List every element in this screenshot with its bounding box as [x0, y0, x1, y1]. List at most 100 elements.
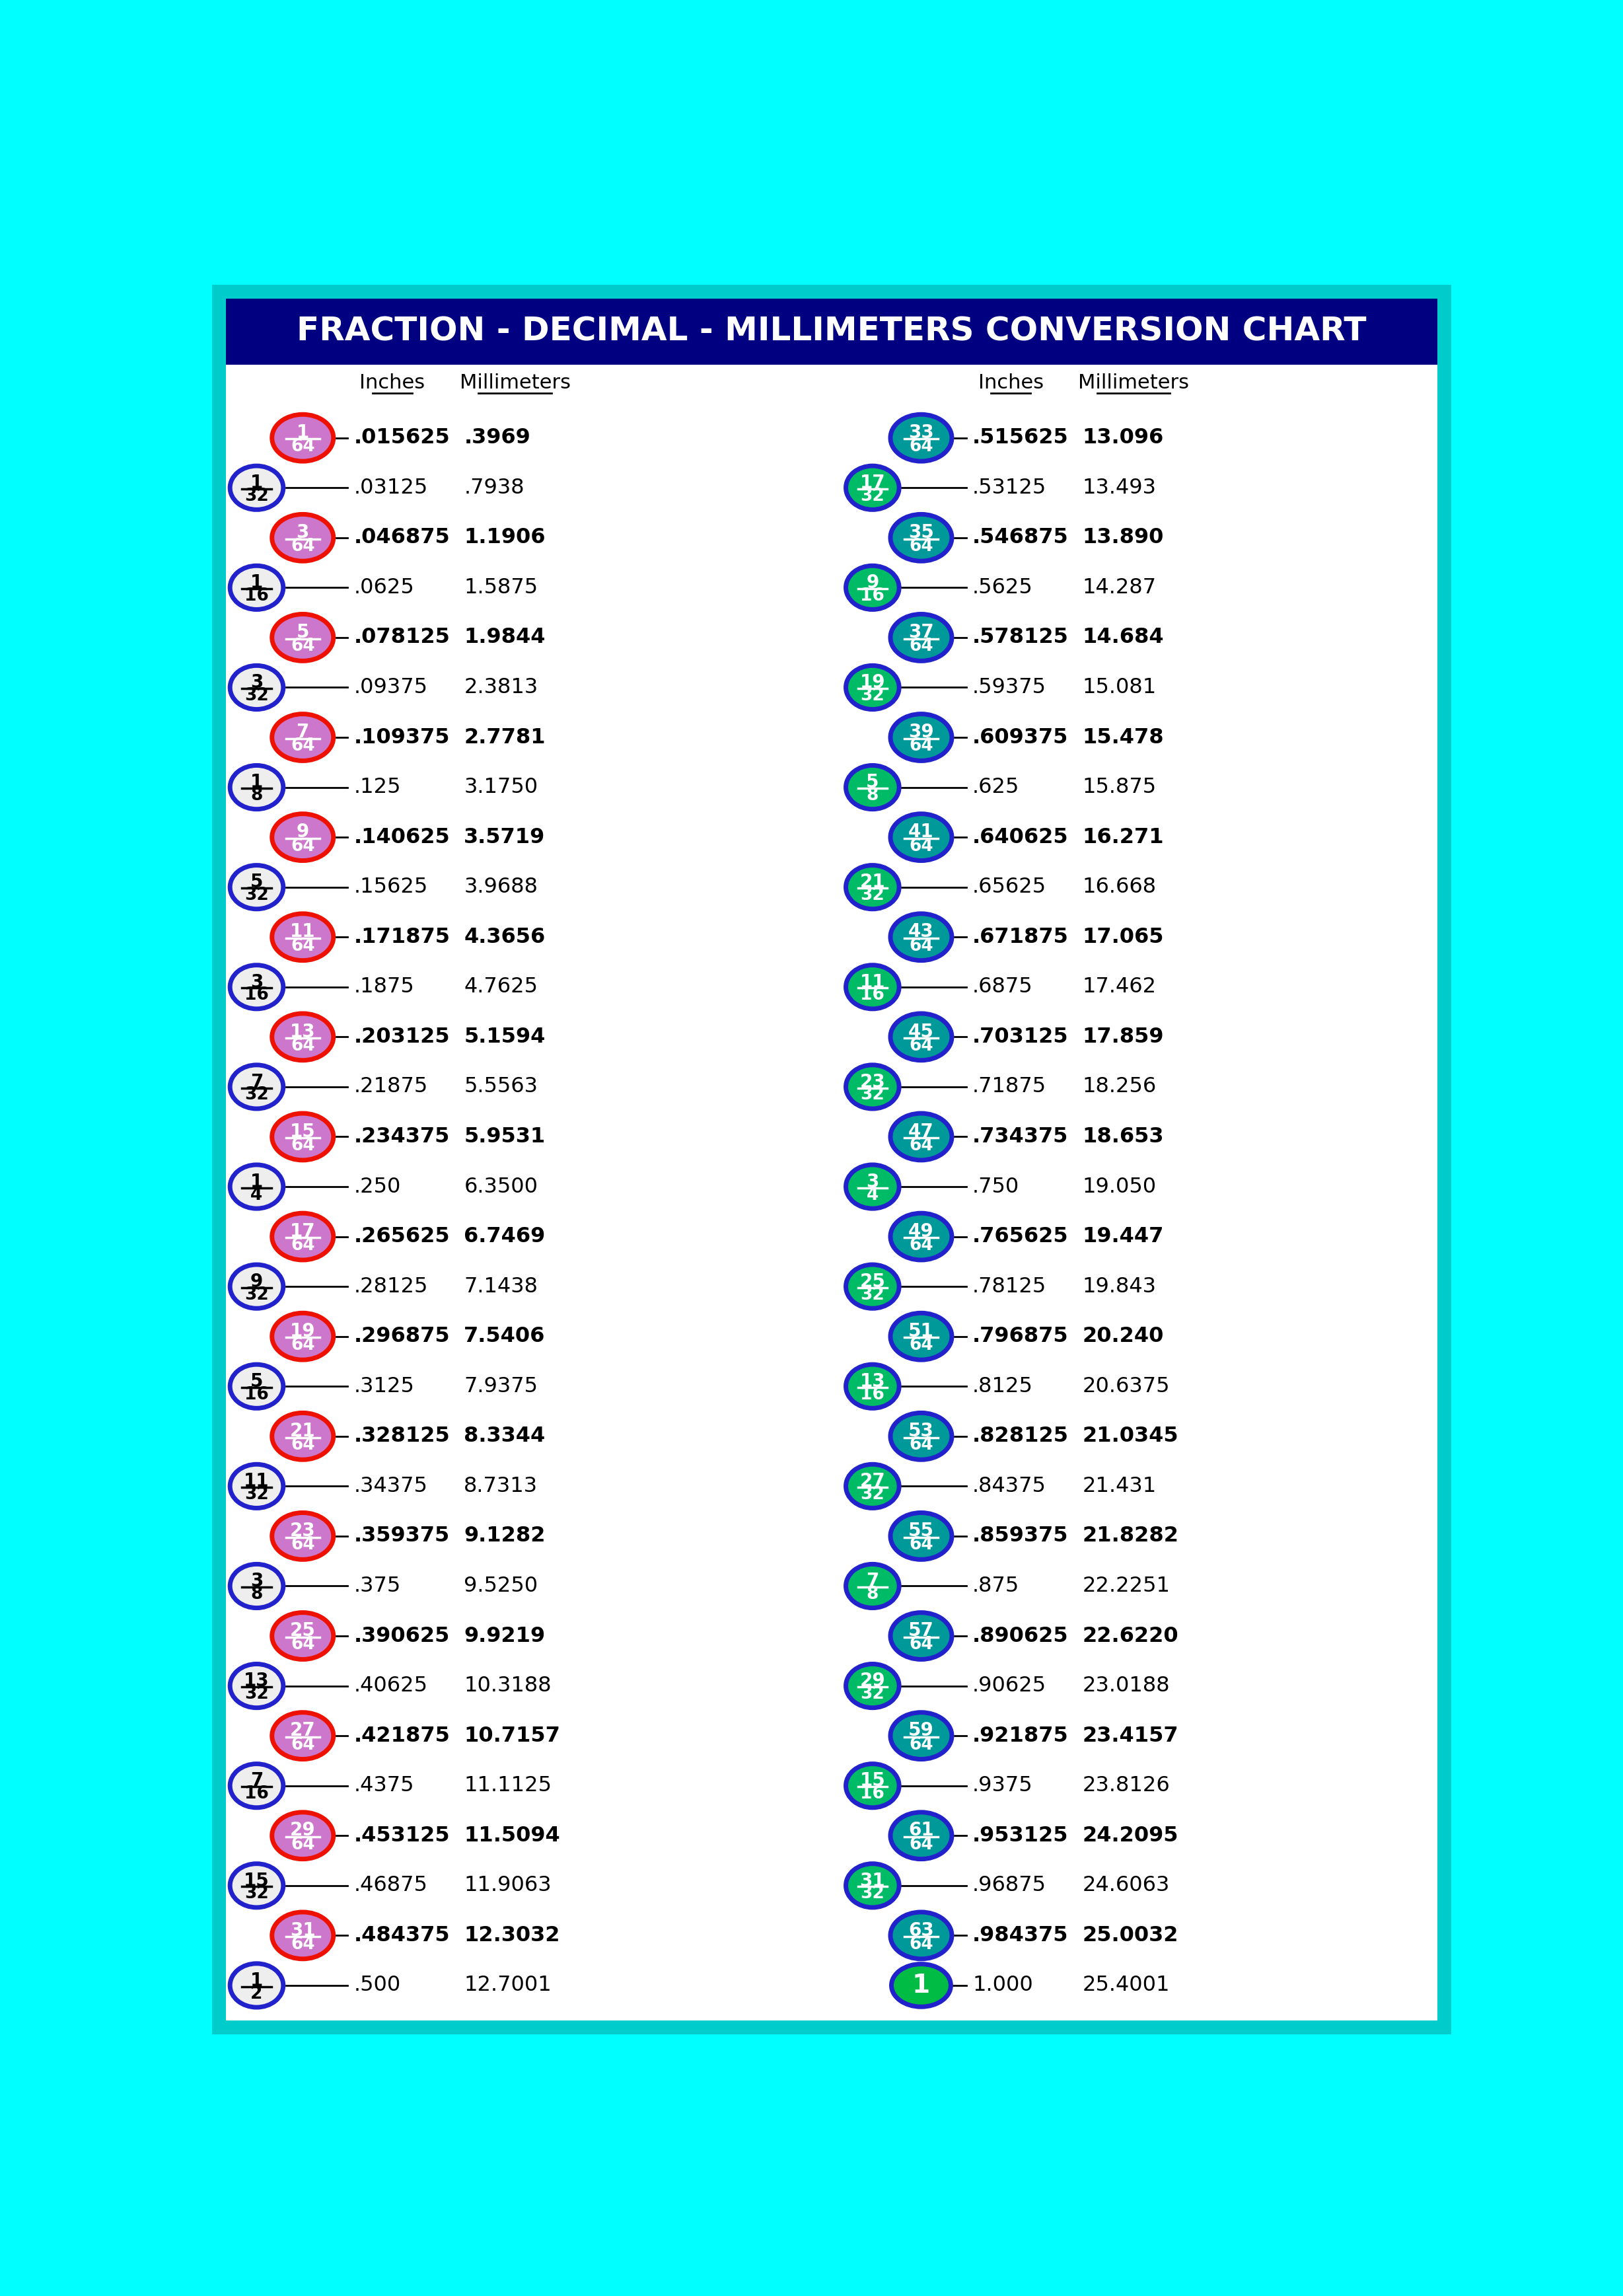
Text: .671875: .671875	[972, 928, 1068, 948]
Text: 19.843: 19.843	[1083, 1277, 1156, 1297]
Ellipse shape	[846, 1265, 899, 1309]
Text: 23.4157: 23.4157	[1083, 1727, 1178, 1745]
Text: 10.3188: 10.3188	[464, 1676, 552, 1697]
Text: 8.3344: 8.3344	[464, 1426, 545, 1446]
Text: 3: 3	[250, 974, 263, 992]
Text: 1: 1	[912, 1972, 930, 1998]
Ellipse shape	[273, 1313, 333, 1359]
Text: 22.6220: 22.6220	[1083, 1626, 1178, 1646]
Ellipse shape	[891, 514, 951, 560]
Ellipse shape	[273, 813, 333, 861]
Ellipse shape	[846, 866, 899, 909]
Text: 20.6375: 20.6375	[1083, 1375, 1170, 1396]
Ellipse shape	[846, 666, 899, 709]
Text: .3969: .3969	[464, 427, 531, 448]
Ellipse shape	[230, 1564, 284, 1607]
Text: 12.7001: 12.7001	[464, 1975, 552, 1995]
Text: 64: 64	[909, 1736, 933, 1754]
Ellipse shape	[846, 964, 899, 1008]
Text: 3: 3	[867, 1173, 880, 1192]
Text: .140625: .140625	[354, 827, 450, 847]
Text: 17: 17	[860, 473, 885, 491]
Text: 13.096: 13.096	[1083, 427, 1164, 448]
Text: 16: 16	[245, 987, 269, 1003]
Ellipse shape	[273, 714, 333, 760]
Ellipse shape	[846, 1364, 899, 1407]
Text: 23: 23	[860, 1072, 885, 1091]
Text: 63: 63	[909, 1922, 933, 1940]
Text: .421875: .421875	[354, 1727, 450, 1745]
Ellipse shape	[273, 514, 333, 560]
Text: 61: 61	[909, 1821, 933, 1839]
Text: .5625: .5625	[972, 576, 1032, 597]
Ellipse shape	[230, 666, 284, 709]
Text: .4375: .4375	[354, 1775, 414, 1795]
Text: .078125: .078125	[354, 627, 450, 647]
Text: 64: 64	[291, 1637, 315, 1653]
Text: 43: 43	[909, 923, 933, 941]
Text: .03125: .03125	[354, 478, 428, 498]
Ellipse shape	[230, 1963, 284, 2007]
Ellipse shape	[891, 813, 951, 861]
Text: 32: 32	[245, 487, 269, 505]
Text: .34375: .34375	[354, 1476, 428, 1497]
Text: 64: 64	[909, 1336, 933, 1355]
Text: 64: 64	[291, 537, 315, 556]
Text: 64: 64	[291, 1736, 315, 1754]
Text: 64: 64	[291, 1437, 315, 1453]
Text: 64: 64	[291, 1038, 315, 1054]
Text: 15: 15	[243, 1871, 269, 1890]
Text: .046875: .046875	[354, 528, 450, 549]
Text: .15625: .15625	[354, 877, 428, 898]
Ellipse shape	[230, 565, 284, 608]
Text: 64: 64	[909, 1038, 933, 1054]
Text: 64: 64	[909, 937, 933, 955]
Text: 14.287: 14.287	[1083, 576, 1157, 597]
Text: 32: 32	[860, 1885, 885, 1903]
Ellipse shape	[230, 466, 284, 510]
Text: 7: 7	[867, 1573, 880, 1591]
Ellipse shape	[891, 613, 951, 661]
Text: 64: 64	[909, 1137, 933, 1155]
Text: 1: 1	[250, 1972, 263, 1991]
Text: 32: 32	[245, 886, 269, 905]
Ellipse shape	[230, 866, 284, 909]
Text: .28125: .28125	[354, 1277, 428, 1297]
Text: .796875: .796875	[972, 1327, 1068, 1348]
Text: 64: 64	[909, 737, 933, 755]
Text: 27: 27	[860, 1472, 885, 1490]
Text: 19.050: 19.050	[1083, 1176, 1157, 1196]
Text: 64: 64	[291, 1137, 315, 1155]
Text: 4: 4	[867, 1187, 878, 1203]
Text: 16.271: 16.271	[1083, 827, 1164, 847]
Text: 5.5563: 5.5563	[464, 1077, 537, 1097]
Text: .359375: .359375	[354, 1527, 450, 1548]
Text: 13: 13	[291, 1022, 315, 1040]
Text: 32: 32	[860, 1086, 885, 1104]
Text: 7: 7	[297, 723, 308, 742]
Text: 64: 64	[909, 1637, 933, 1653]
Text: 3.9688: 3.9688	[464, 877, 537, 898]
Text: 25: 25	[291, 1621, 315, 1639]
Ellipse shape	[273, 1212, 333, 1261]
Text: .0625: .0625	[354, 576, 414, 597]
Text: 16.668: 16.668	[1083, 877, 1157, 898]
Text: 11: 11	[860, 974, 885, 992]
Text: 64: 64	[291, 1837, 315, 1853]
Text: 64: 64	[291, 737, 315, 755]
Ellipse shape	[891, 1913, 951, 1958]
Text: .515625: .515625	[972, 427, 1068, 448]
Text: 32: 32	[860, 1486, 885, 1504]
Text: .578125: .578125	[972, 627, 1068, 647]
Ellipse shape	[273, 613, 333, 661]
Text: 64: 64	[909, 1936, 933, 1954]
Text: 24.2095: 24.2095	[1083, 1825, 1178, 1846]
Text: 64: 64	[291, 1936, 315, 1954]
Text: 4.3656: 4.3656	[464, 928, 545, 948]
Text: Inches: Inches	[979, 374, 1044, 393]
Text: 9.9219: 9.9219	[464, 1626, 545, 1646]
Ellipse shape	[230, 1465, 284, 1508]
Ellipse shape	[273, 1513, 333, 1559]
Text: .015625: .015625	[354, 427, 450, 448]
Text: 39: 39	[909, 723, 933, 742]
